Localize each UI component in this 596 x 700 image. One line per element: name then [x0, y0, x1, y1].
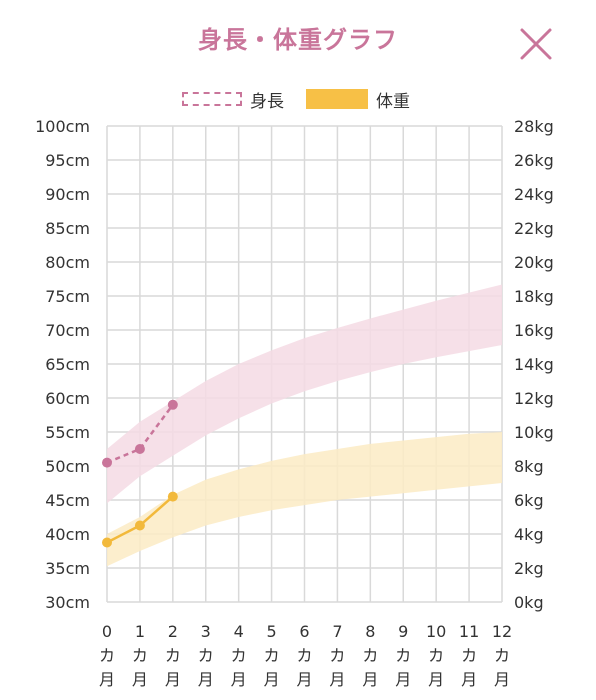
height-series-line — [106, 404, 174, 464]
y-right-tick-label: 8kg — [514, 457, 544, 476]
x-tick-label: 月 — [428, 670, 444, 689]
height-data-point — [102, 457, 112, 468]
x-tick-label: 3 — [201, 622, 211, 641]
legend-swatch-height — [182, 92, 242, 106]
y-right-tick-label: 0kg — [514, 593, 544, 612]
x-tick-label: 月 — [296, 670, 312, 689]
x-tick-label: カ — [494, 646, 510, 665]
page-title: 身長・体重グラフ — [198, 26, 398, 54]
y-right-tick-label: 28kg — [514, 117, 554, 136]
y-left-tick-label: 50cm — [45, 457, 90, 476]
x-tick-label: カ — [362, 646, 378, 665]
x-tick-label: 月 — [231, 670, 247, 689]
x-tick-label: 5 — [266, 622, 276, 641]
x-tick-label: 月 — [362, 670, 378, 689]
y-left-tick-label: 45cm — [45, 491, 90, 510]
x-tick-label: カ — [231, 646, 247, 665]
x-tick-label: 月 — [395, 670, 411, 689]
weight-reference-band — [107, 432, 502, 567]
x-tick-label: 11 — [459, 622, 479, 641]
x-tick-label: 月 — [329, 670, 345, 689]
x-tick-label: カ — [329, 646, 345, 665]
y-left-tick-label: 55cm — [45, 423, 90, 442]
y-right-tick-label: 18kg — [514, 287, 554, 306]
y-left-tick-label: 100cm — [35, 117, 90, 136]
x-tick-label: 月 — [165, 670, 181, 689]
x-tick-label: 1 — [135, 622, 145, 641]
y-left-tick-label: 95cm — [45, 151, 90, 170]
y-right-tick-label: 14kg — [514, 355, 554, 374]
x-tick-label: 月 — [132, 670, 148, 689]
y-left-tick-label: 35cm — [45, 559, 90, 578]
y-left-tick-label: 80cm — [45, 253, 90, 272]
y-left-tick-label: 85cm — [45, 219, 90, 238]
x-tick-label: カ — [132, 646, 148, 665]
x-tick-label: カ — [264, 646, 280, 665]
y-left-tick-label: 65cm — [45, 355, 90, 374]
y-left-tick-label: 30cm — [45, 593, 90, 612]
x-tick-label: 月 — [461, 670, 477, 689]
y-right-tick-label: 24kg — [514, 185, 554, 204]
x-tick-label: 2 — [168, 622, 178, 641]
y-right-tick-label: 20kg — [514, 253, 554, 272]
x-tick-label: 月 — [198, 670, 214, 689]
weight-data-point — [102, 537, 112, 548]
close-button[interactable] — [514, 22, 558, 66]
legend-label-weight: 体重 — [376, 91, 410, 112]
y-right-tick-label: 16kg — [514, 321, 554, 340]
legend-item-weight: 体重 — [306, 86, 410, 112]
x-tick-label: カ — [296, 646, 312, 665]
y-left-tick-label: 75cm — [45, 287, 90, 306]
weight-data-point — [167, 491, 178, 502]
x-tick-label: カ — [99, 646, 115, 665]
x-tick-label: 4 — [234, 622, 244, 641]
x-tick-label: 8 — [365, 622, 375, 641]
x-tick-label: 12 — [492, 622, 512, 641]
y-right-tick-label: 6kg — [514, 491, 544, 510]
height-data-point — [134, 444, 145, 454]
x-tick-label: 0 — [102, 622, 112, 641]
y-left-tick-label: 90cm — [45, 185, 90, 204]
legend-swatch-weight — [306, 89, 368, 109]
x-tick-label: カ — [461, 646, 477, 665]
legend-label-height: 身長 — [250, 91, 284, 112]
x-tick-label: 月 — [99, 670, 115, 689]
y-right-tick-label: 22kg — [514, 219, 554, 238]
x-tick-label: カ — [165, 646, 181, 665]
y-left-tick-label: 60cm — [45, 389, 90, 408]
x-tick-label: 月 — [494, 670, 510, 689]
x-tick-label: 月 — [264, 670, 280, 689]
height-data-point — [167, 399, 178, 410]
x-tick-label: 10 — [426, 622, 446, 641]
x-tick-label: 7 — [332, 622, 342, 641]
y-right-tick-label: 10kg — [514, 423, 554, 442]
legend-item-height: 身長 — [182, 86, 284, 112]
y-right-tick-label: 4kg — [514, 525, 544, 544]
weight-data-point — [134, 520, 145, 531]
y-left-tick-label: 70cm — [45, 321, 90, 340]
y-right-tick-label: 2kg — [514, 559, 544, 578]
y-right-tick-label: 26kg — [514, 151, 554, 170]
close-icon — [520, 28, 552, 60]
x-tick-label: カ — [395, 646, 411, 665]
x-tick-label: 6 — [299, 622, 309, 641]
chart-legend: 身長 体重 — [0, 86, 596, 112]
height-reference-band — [107, 284, 502, 504]
y-left-tick-label: 40cm — [45, 525, 90, 544]
y-right-tick-label: 12kg — [514, 389, 554, 408]
x-tick-label: カ — [428, 646, 444, 665]
x-tick-label: カ — [198, 646, 214, 665]
x-tick-label: 9 — [398, 622, 408, 641]
